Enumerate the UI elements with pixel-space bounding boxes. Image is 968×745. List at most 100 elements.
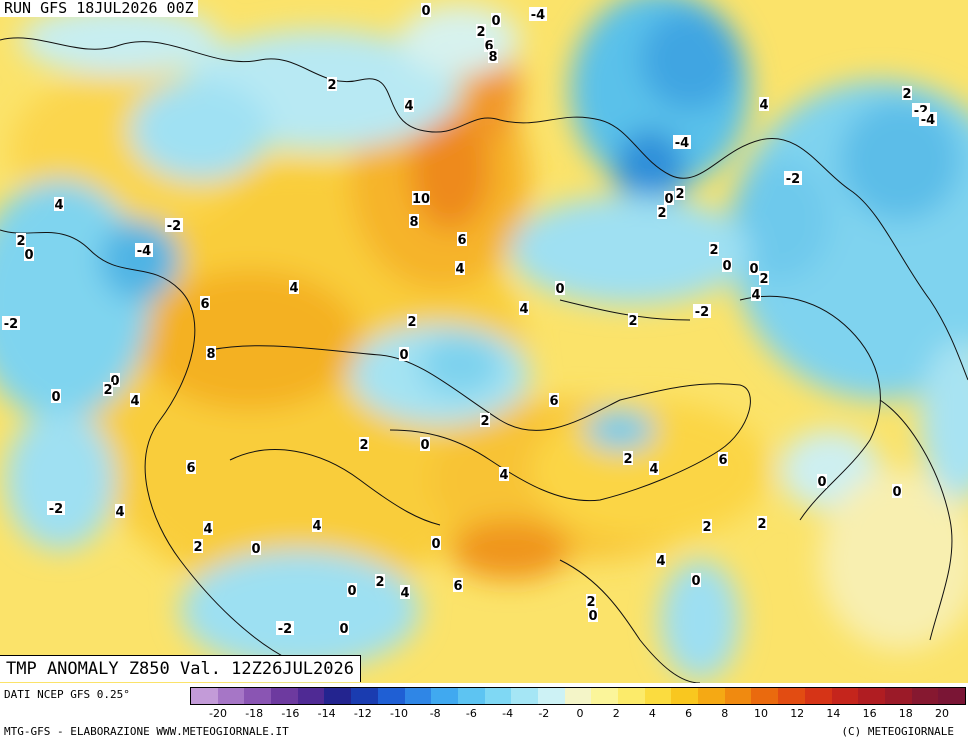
contour-label-bg: [54, 197, 64, 211]
contour-label-bg: [623, 451, 633, 465]
contour-label: 4: [455, 262, 464, 277]
contour-label: 4: [203, 522, 212, 537]
color-swatch: [537, 688, 565, 704]
color-swatch: [511, 688, 538, 704]
contour-label: -4: [137, 244, 151, 259]
contour-label: 2: [359, 438, 368, 453]
credits: MTG-GFS - ELABORAZIONE WWW.METEOGIORNALE…: [4, 725, 289, 738]
contour-label: 0: [664, 192, 673, 207]
contour-label: 0: [749, 262, 758, 277]
contour-label: 4: [312, 519, 321, 534]
contour-label-bg: [702, 519, 712, 533]
contour-label: 8: [206, 347, 215, 362]
contour-label-bg: [457, 232, 467, 246]
contour-label: 4: [649, 462, 658, 477]
contour-label: 4: [400, 586, 409, 601]
tick-label: -16: [281, 707, 300, 720]
contour-label-bg: [110, 373, 120, 387]
contour-label: 2: [657, 206, 666, 221]
contour-label-bg: [476, 24, 486, 38]
contour-label-bg: [673, 135, 691, 149]
contour-label-bg: [519, 301, 529, 315]
contour-label-bg: [455, 261, 465, 275]
contour-label-bg: [817, 474, 827, 488]
contour-label-bg: [749, 261, 759, 275]
color-swatch: [351, 688, 378, 704]
contour-label: 0: [817, 475, 826, 490]
contour-label-bg: [751, 287, 761, 301]
tick-label: 18: [898, 707, 913, 720]
contour-label-bg: [130, 393, 140, 407]
contour-label-bg: [251, 541, 261, 555]
contour-label: 4: [404, 99, 413, 114]
color-swatch: [244, 688, 272, 704]
contour-label-bg: [757, 516, 767, 530]
contour-label: 0: [722, 259, 731, 274]
contour-label: 6: [484, 39, 493, 54]
tick-label: -8: [429, 707, 441, 720]
contour-label: -2: [786, 172, 800, 187]
contour-label-bg: [586, 594, 596, 608]
tick-label: 12: [790, 707, 805, 720]
contour-label-bg: [347, 583, 357, 597]
contour-label: 2: [902, 87, 911, 102]
contour-label-bg: [759, 271, 769, 285]
contour-label: 0: [892, 485, 901, 500]
contour-label-bg: [420, 437, 430, 451]
tick-label: 10: [754, 707, 768, 720]
contour-label-bg: [412, 191, 430, 205]
color-swatch: [431, 688, 458, 704]
contour-label: -2: [278, 622, 292, 637]
color-swatch: [671, 688, 699, 704]
color-swatch: [217, 688, 245, 704]
contour-label-bg: [165, 218, 183, 232]
contour-label-bg: [400, 585, 410, 599]
contour-label-bg: [431, 536, 441, 550]
contour-label-bg: [359, 437, 369, 451]
contour-label: 8: [488, 50, 497, 65]
copyright: (C) METEOGIORNALE: [841, 725, 954, 738]
contour-label: 4: [130, 394, 139, 409]
color-swatch: [644, 688, 672, 704]
map-title: TMP ANOMALY Z850 Val. 12Z26JUL2026: [0, 655, 361, 682]
color-swatch: [858, 688, 885, 704]
contour-label-bg: [691, 573, 701, 587]
contour-label-bg: [718, 452, 728, 466]
contour-label: 6: [457, 233, 466, 248]
contour-label: 2: [327, 78, 336, 93]
contour-label: 6: [718, 453, 727, 468]
contour-label: 4: [656, 554, 665, 569]
contour-label-bg: [193, 539, 203, 553]
tick-label: 0: [576, 707, 584, 720]
contour-label: 0: [110, 374, 119, 389]
contour-label-bg: [24, 247, 34, 261]
contour-label: -2: [49, 502, 63, 517]
color-swatch: [884, 688, 912, 704]
contour-label-bg: [892, 484, 902, 498]
contour-label-bg: [759, 97, 769, 111]
tick-label: -18: [245, 707, 264, 720]
contour-label-bg: [399, 347, 409, 361]
contour-label-bg: [675, 186, 685, 200]
contour-label-bg: [722, 258, 732, 272]
contour-label: 2: [375, 575, 384, 590]
contour-label-bg: [339, 621, 349, 635]
contour-label-bg: [103, 382, 113, 396]
contour-label-bg: [2, 316, 20, 330]
contour-label: 4: [519, 302, 528, 317]
contour-label: 8: [409, 215, 418, 230]
color-swatch: [938, 688, 965, 704]
contour-label: -4: [921, 113, 935, 128]
color-swatch: [404, 688, 432, 704]
contour-label: 0: [339, 622, 348, 637]
tick-label: -10: [390, 707, 408, 720]
contour-label: 6: [549, 394, 558, 409]
contour-label-bg: [784, 171, 802, 185]
contour-label: 10: [412, 192, 430, 207]
contour-label: 6: [200, 297, 209, 312]
color-swatch: [724, 688, 752, 704]
contour-label: 6: [186, 461, 195, 476]
contour-label: 2: [16, 234, 25, 249]
contour-label: -4: [531, 8, 545, 23]
contour-label-bg: [51, 389, 61, 403]
